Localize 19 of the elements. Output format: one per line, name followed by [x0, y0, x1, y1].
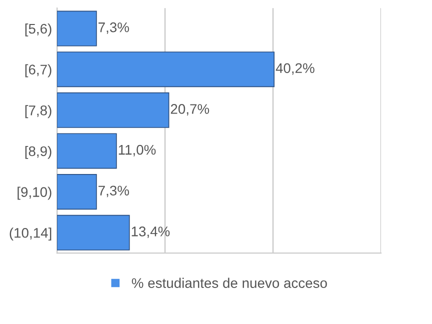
legend-label: % estudiantes de nuevo acceso [132, 278, 327, 288]
bar [57, 174, 97, 210]
data-label: 7,3% [98, 186, 129, 198]
data-label: 7,3% [98, 22, 129, 34]
bar [57, 214, 130, 250]
bar [57, 92, 170, 128]
y-tick-label: [5,6) [25, 23, 52, 36]
data-label: 20,7% [170, 104, 210, 116]
bar [57, 133, 117, 169]
y-tick-label: [7,8) [25, 105, 52, 118]
data-label: 40,2% [276, 63, 314, 75]
bar [57, 52, 275, 88]
data-label: 13,4% [132, 226, 170, 238]
y-tick-label: [6,7) [25, 64, 52, 78]
bar [57, 10, 97, 46]
y-tick-label: [9,10) [18, 186, 52, 200]
y-tick-label: (10,14] [10, 228, 52, 241]
data-label: 11,0% [118, 144, 156, 156]
y-tick-label: [8,9) [25, 146, 52, 159]
